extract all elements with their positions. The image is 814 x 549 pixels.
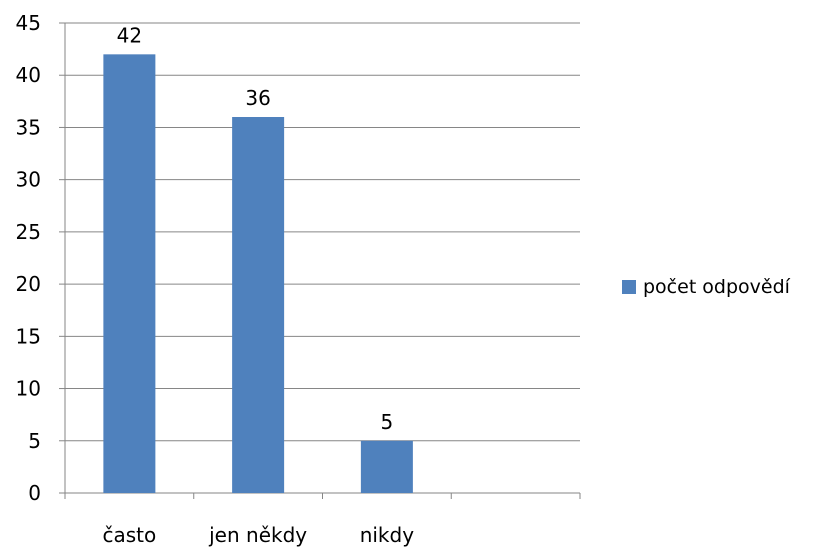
bar-2 — [232, 117, 285, 493]
bar-1 — [103, 54, 156, 493]
bars — [103, 54, 413, 493]
y-tick-label: 20 — [16, 272, 41, 296]
x-category-label: často — [103, 523, 157, 547]
y-tick-label: 10 — [16, 377, 41, 401]
data-label: 5 — [381, 410, 394, 434]
y-tick-label: 25 — [16, 220, 41, 244]
y-tick-label: 15 — [16, 324, 41, 348]
bar-3 — [360, 440, 413, 493]
x-category-label: nikdy — [360, 523, 415, 547]
y-tick-label: 30 — [16, 168, 41, 192]
legend-label: počet odpovědí — [643, 276, 790, 298]
y-tick-label: 35 — [16, 115, 41, 139]
y-tick-label: 5 — [28, 429, 41, 453]
legend-swatch — [622, 280, 636, 294]
data-label: 42 — [117, 23, 142, 47]
y-tick-label: 0 — [28, 481, 41, 505]
legend: počet odpovědí — [622, 276, 790, 298]
y-tick-label: 45 — [16, 11, 41, 35]
x-category-label: jen někdy — [208, 523, 307, 547]
labels: 0 5 10 15 20 25 30 35 40 45 42 často 36 jen někdy 5 nik… — [16, 11, 415, 547]
y-tick-label: 40 — [16, 63, 41, 87]
data-label: 36 — [245, 86, 270, 110]
